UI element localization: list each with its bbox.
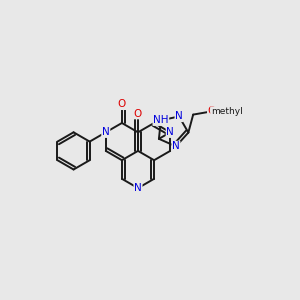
- Text: O: O: [118, 99, 126, 110]
- Text: N: N: [134, 183, 142, 193]
- Text: N: N: [102, 127, 110, 137]
- Text: O: O: [134, 109, 142, 119]
- Text: NH: NH: [153, 115, 169, 125]
- Text: N: N: [166, 127, 174, 137]
- Text: O: O: [208, 106, 216, 116]
- Text: N: N: [172, 141, 180, 152]
- Text: N: N: [175, 112, 183, 122]
- Text: methyl: methyl: [211, 107, 242, 116]
